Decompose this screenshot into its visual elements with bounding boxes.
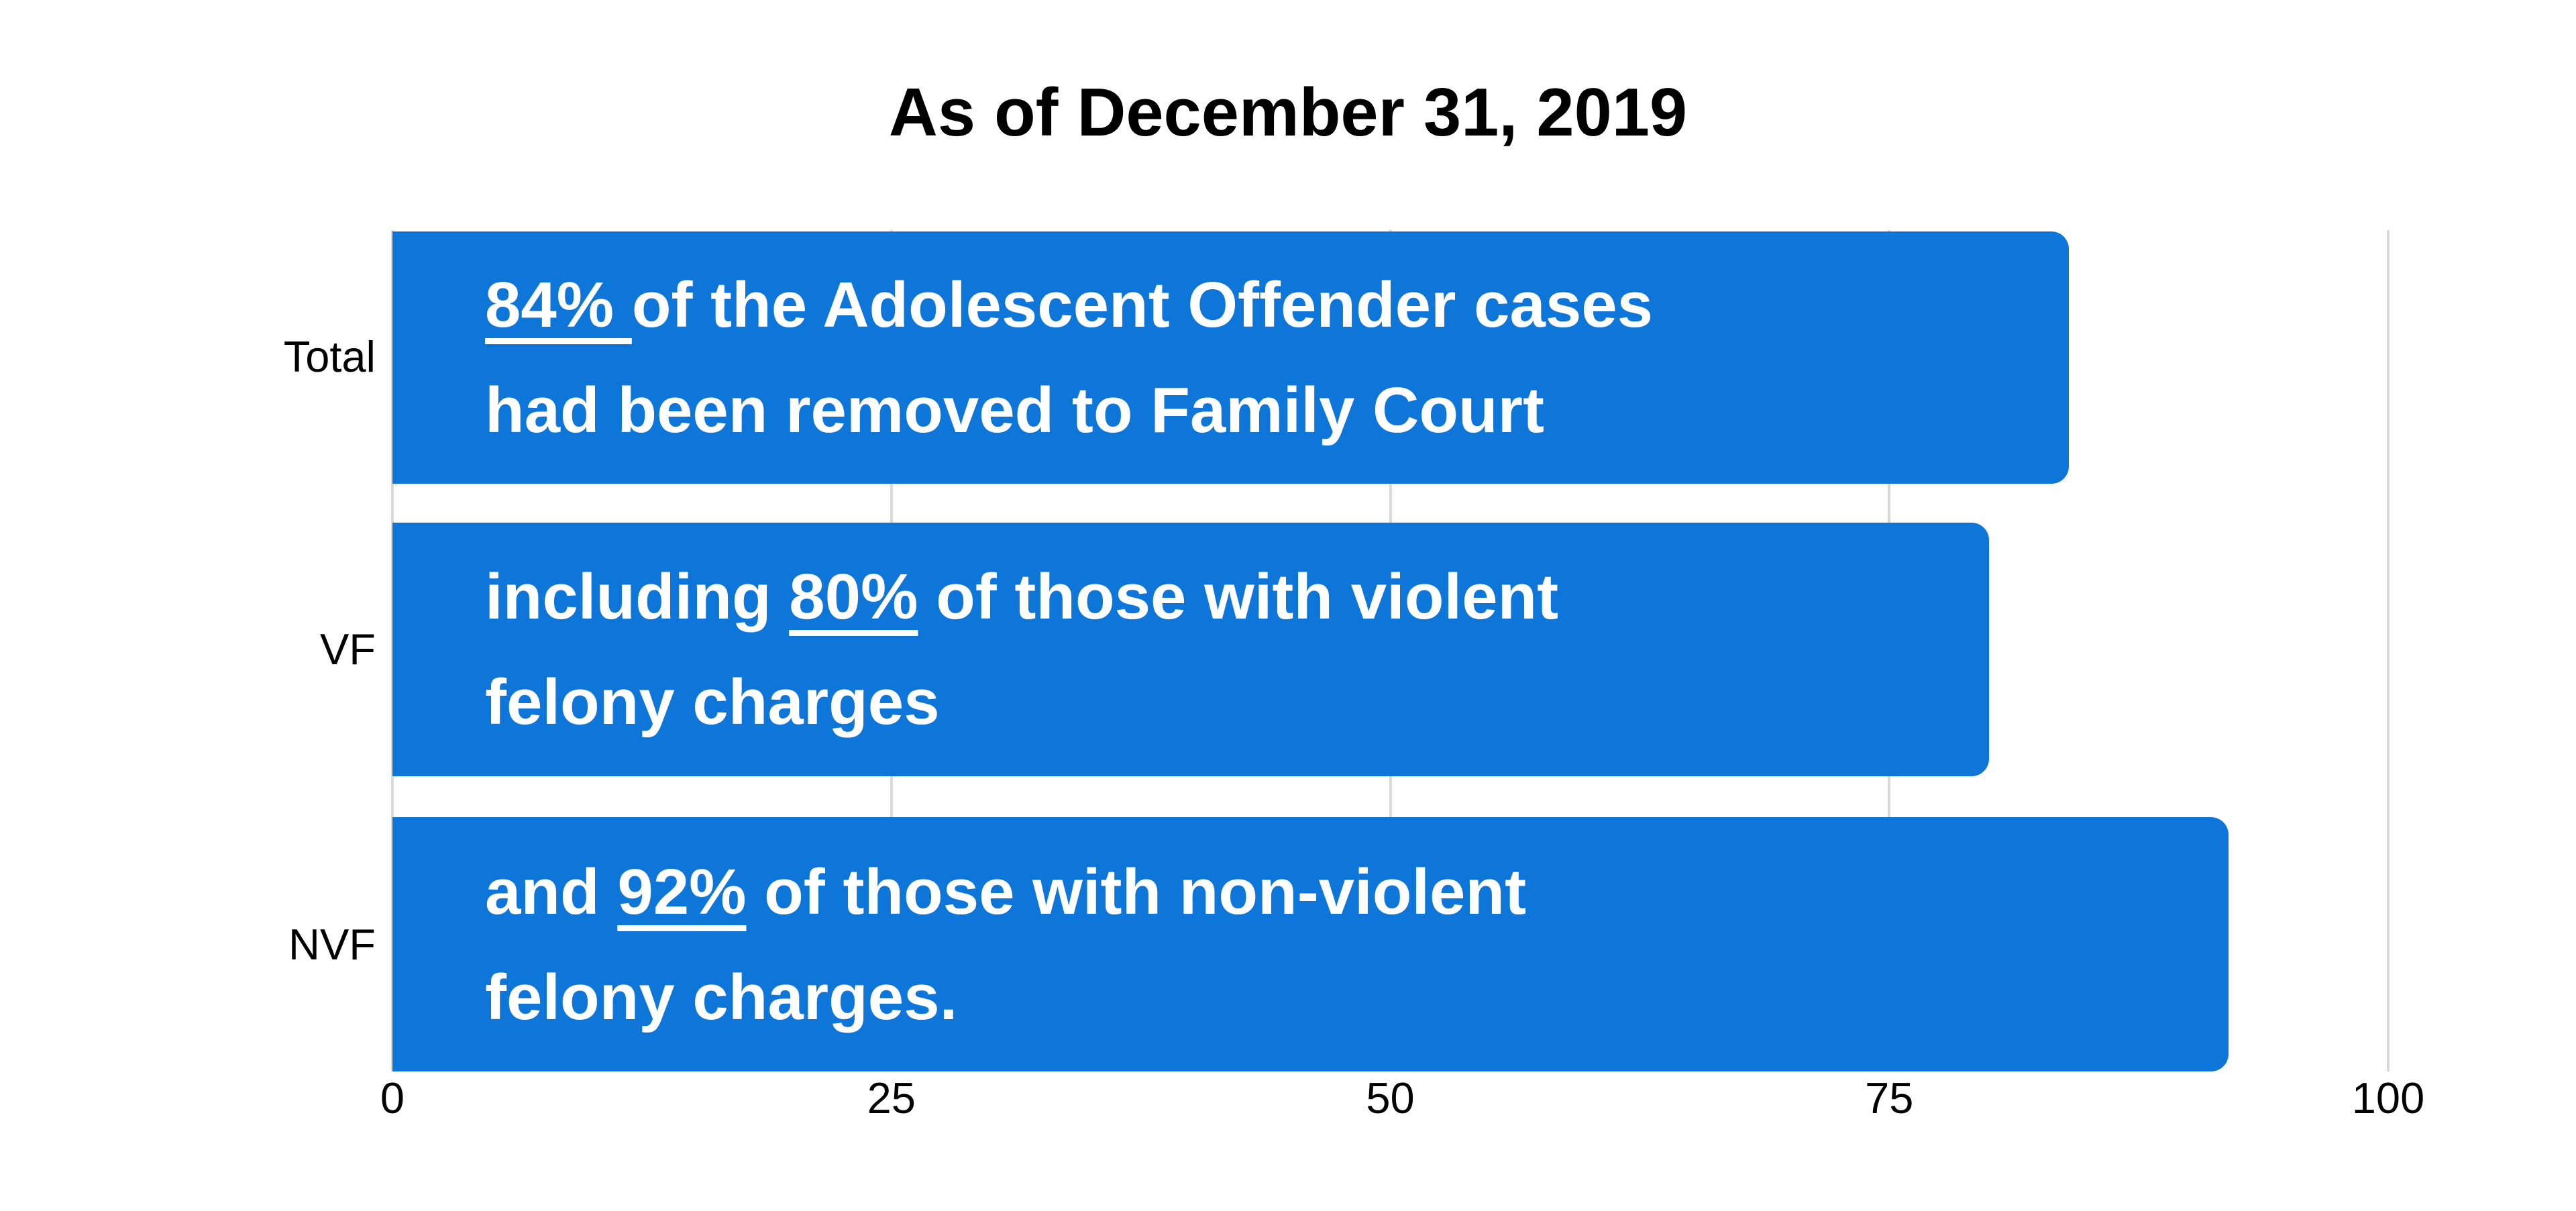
bar-vf-label-line1: including 80% of those with violent	[485, 561, 1559, 633]
underlined-percent: 80%	[789, 561, 918, 633]
y-axis-label-vf: VF	[319, 625, 376, 674]
underlined-percent: 92%	[617, 855, 747, 928]
bar-nvf-label-line1: and 92% of those with non-violent	[485, 855, 1527, 928]
y-axis-label-total: Total	[283, 332, 376, 381]
chart-title: As of December 31, 2019	[888, 75, 1688, 150]
bar-total: 84% of the Adolescent Offender cases had…	[392, 231, 2069, 484]
underlined-percent: 84%	[485, 269, 632, 341]
x-tick-50: 50	[1366, 1073, 1415, 1122]
gridline-100	[2387, 230, 2390, 1071]
bar-vf-label-line2: felony charges	[485, 666, 940, 738]
x-axis: 0 25 50 75 100	[380, 1073, 2424, 1128]
bar-nvf-label-line2: felony charges.	[485, 961, 958, 1033]
x-tick-75: 75	[1865, 1073, 1914, 1122]
x-tick-25: 25	[867, 1073, 916, 1122]
bar-vf: including 80% of those with violent felo…	[392, 523, 1989, 776]
x-tick-100: 100	[2351, 1073, 2425, 1122]
bar-total-label-line1: 84% of the Adolescent Offender cases	[485, 269, 1653, 341]
bar-total-label-line2: had been removed to Family Court	[485, 374, 1544, 446]
y-axis-label-nvf: NVF	[288, 920, 376, 969]
bar-nvf: and 92% of those with non-violent felony…	[392, 817, 2229, 1071]
plot-area: 84% of the Adolescent Offender cases had…	[391, 230, 2390, 1071]
x-tick-0: 0	[380, 1073, 405, 1122]
